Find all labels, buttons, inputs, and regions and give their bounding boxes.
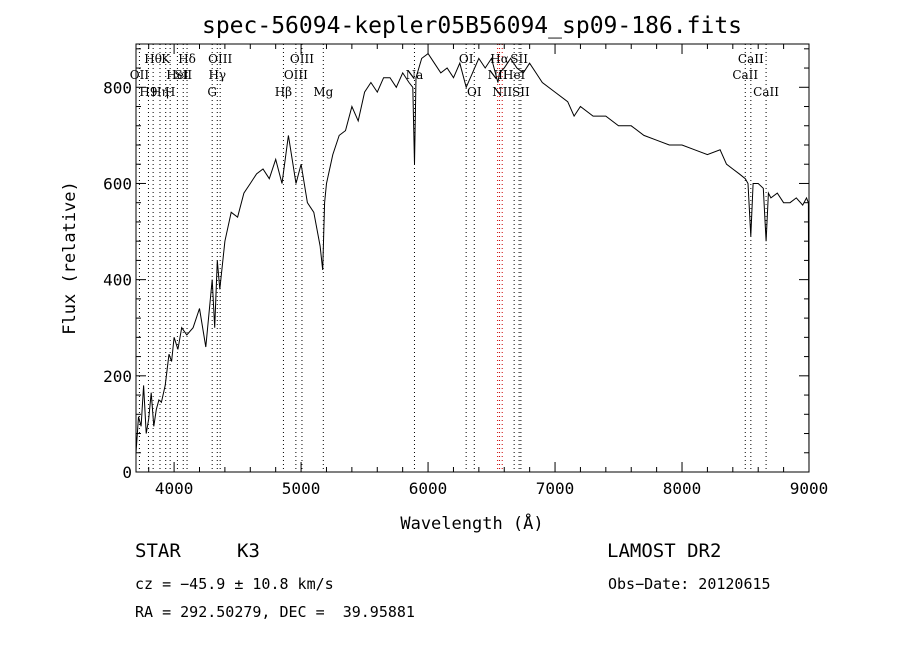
x-axis-label: Wavelength (Å) [400,512,543,534]
line-marker-label-23: SII [510,52,528,66]
y-tick-label: 200 [103,367,132,386]
line-marker-label-1: H9 [139,85,157,99]
line-marker-label-6: HeI [166,68,189,82]
redshift-cz: cz = −45.9 ± 10.8 km/s [135,575,334,593]
x-tick-label: 5000 [282,479,321,498]
line-marker-label-26: CaII [738,52,764,66]
y-tick-label: 400 [103,271,132,290]
line-marker-label-2: Hθ [144,52,162,66]
line-marker-labels: OIIH9HθHηKHHeISIIHδGHγOIIIHβOIIIOIIIMgNa… [130,52,779,99]
line-marker-label-20: Hα [490,52,509,66]
line-marker-label-11: OIII [208,52,232,66]
line-marker-label-5: H [165,85,175,99]
x-tick-label: 4000 [155,479,194,498]
line-marker-label-14: OIII [290,52,314,66]
line-marker-label-24: SII [512,85,530,99]
line-marker-label-9: G [207,85,217,99]
line-marker-label-15: Mg [313,85,333,99]
line-marker-label-3: Hη [151,85,169,99]
line-marker-label-18: OI [467,85,482,99]
y-axis-label: Flux (relative) [60,181,80,335]
y-tick-label: 0 [122,463,132,482]
line-marker-label-27: CaII [753,85,779,99]
x-tick-label: 9000 [790,479,829,498]
x-tick-label: 7000 [536,479,575,498]
y-tick-label: 600 [103,174,132,193]
chart-title: spec-56094-kepler05B56094_sp09-186.fits [202,13,742,39]
line-marker-label-22: HeI [503,68,526,82]
object-type: STAR [135,540,181,562]
object-subclass: K3 [237,540,260,562]
x-axis-ticks: 4000 5000 6000 7000 8000 9000 [148,44,829,498]
line-markers [138,44,767,472]
line-marker-label-10: Hγ [208,68,226,82]
ra-dec-coordinates: RA = 292.50279, DEC = 39.95881 [135,603,415,621]
line-marker-label-0: OII [130,68,150,82]
line-marker-label-25: CaII [732,68,758,82]
x-tick-label: 8000 [663,479,702,498]
line-marker-label-16: Na [406,68,424,82]
plot-frame [135,43,810,473]
line-marker-label-8: Hδ [178,52,196,66]
line-marker-label-7: SII [174,68,192,82]
line-marker-label-12: Hβ [275,85,292,99]
line-marker-label-4: K [161,52,171,66]
line-marker-label-21: NII [492,85,512,99]
line-marker-label-13: OIII [284,68,308,82]
x-tick-label: 6000 [409,479,448,498]
spectrum-line [135,52,810,470]
survey-name: LAMOST DR2 [607,540,722,562]
line-marker-label-17: OI [459,52,474,66]
y-tick-label: 800 [103,78,132,97]
line-marker-label-19: NII [488,68,508,82]
y-axis-ticks: 0 200 400 600 800 [103,48,809,482]
obs-date: Obs−Date: 20120615 [608,575,771,593]
